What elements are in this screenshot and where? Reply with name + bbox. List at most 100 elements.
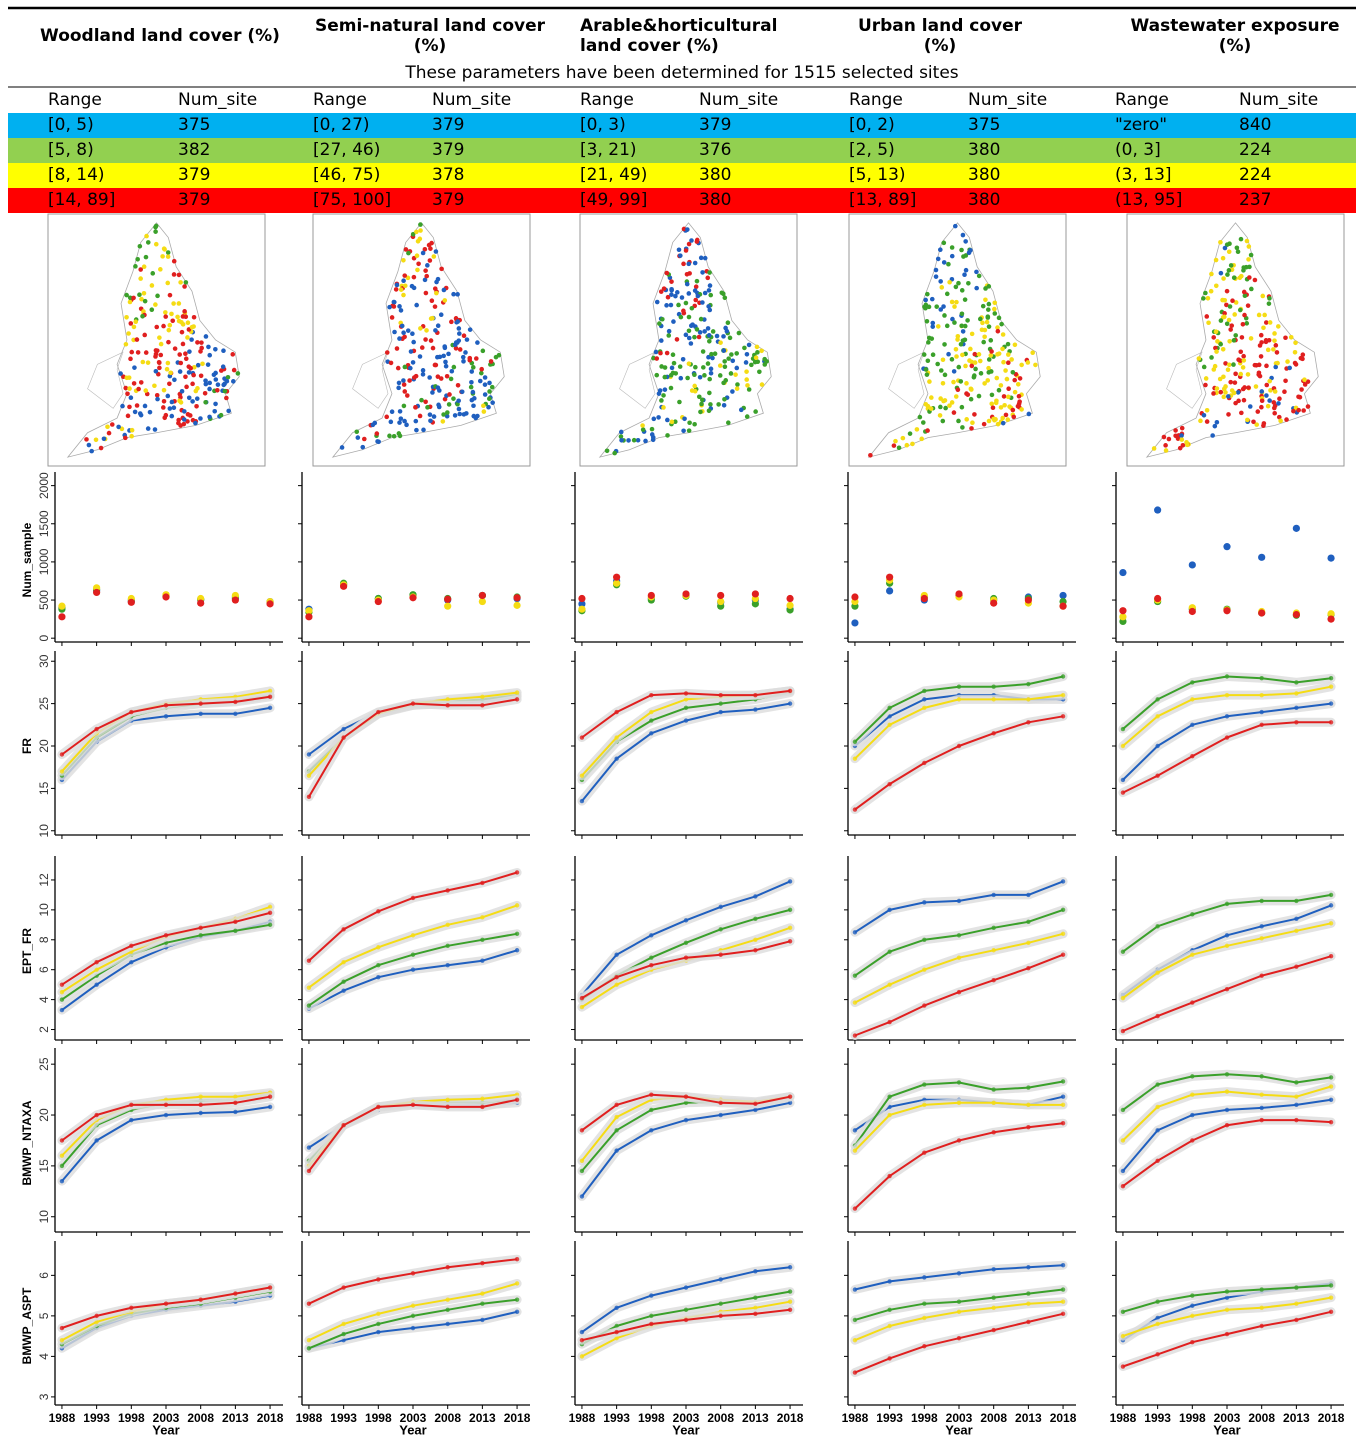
map-site xyxy=(140,359,146,365)
map-site xyxy=(734,351,739,356)
map-site xyxy=(1006,386,1011,392)
y-tick-label: 10 xyxy=(37,824,51,838)
map-site xyxy=(1224,321,1230,327)
map-site xyxy=(1230,298,1235,304)
map-site xyxy=(1239,410,1244,416)
point xyxy=(267,688,273,694)
map-site xyxy=(1223,390,1228,395)
point xyxy=(753,707,758,712)
point xyxy=(306,1346,312,1351)
map-site xyxy=(757,369,762,375)
map-site xyxy=(742,345,747,351)
map-site xyxy=(464,337,470,342)
map-site xyxy=(1210,433,1215,438)
map-site xyxy=(422,277,428,283)
map-site xyxy=(158,352,164,358)
map-site xyxy=(1224,288,1230,294)
map-site xyxy=(1241,397,1247,403)
x-tick-label: 2003 xyxy=(673,1411,700,1425)
map-site xyxy=(421,427,426,433)
point xyxy=(410,1102,416,1108)
point xyxy=(683,1307,689,1312)
point xyxy=(614,756,619,761)
map-site xyxy=(669,419,675,425)
point xyxy=(1190,1313,1195,1319)
map-site xyxy=(708,292,714,298)
point xyxy=(1154,506,1162,514)
map-site xyxy=(155,396,160,402)
map-site xyxy=(710,329,716,334)
map-site xyxy=(693,284,699,290)
map-site xyxy=(1173,428,1178,433)
y-tick-label: 25 xyxy=(37,1057,51,1071)
point xyxy=(683,1285,689,1290)
x-tick-label: 2013 xyxy=(469,1411,496,1425)
map-site xyxy=(165,254,171,259)
map-site xyxy=(144,233,149,239)
point xyxy=(94,960,99,965)
map-site xyxy=(388,419,394,425)
map-site xyxy=(423,337,428,342)
point xyxy=(1120,726,1126,732)
point xyxy=(1026,681,1031,687)
point xyxy=(718,701,723,706)
map-site xyxy=(127,295,133,301)
map-site xyxy=(401,278,406,284)
map-site xyxy=(375,439,380,444)
map-site xyxy=(924,318,930,324)
map-site xyxy=(396,385,401,391)
map-site xyxy=(679,295,685,300)
map-site xyxy=(925,358,931,364)
map-site xyxy=(991,416,996,422)
map-site xyxy=(685,375,690,381)
point xyxy=(1259,973,1264,978)
map-site xyxy=(917,414,923,420)
map-site xyxy=(1233,333,1239,338)
map-site xyxy=(700,300,705,305)
map-site xyxy=(482,382,488,387)
map-site xyxy=(138,267,143,272)
map-site xyxy=(1241,358,1247,363)
y-tick-label: 20 xyxy=(37,739,51,753)
map-site xyxy=(1017,399,1022,404)
map-site xyxy=(163,314,169,319)
map-site xyxy=(654,356,660,361)
map-site xyxy=(1224,242,1230,247)
range-header: Range xyxy=(580,90,634,110)
map-site xyxy=(653,349,659,355)
point xyxy=(990,599,998,607)
map-site xyxy=(150,271,156,276)
map-site xyxy=(438,376,444,381)
point xyxy=(376,709,381,715)
map-site xyxy=(983,286,988,291)
point xyxy=(1224,1072,1230,1077)
map-site xyxy=(694,278,700,284)
map-site xyxy=(453,342,458,348)
point xyxy=(445,1104,450,1110)
point xyxy=(683,1094,689,1099)
count-cell: 224 xyxy=(1239,140,1272,160)
point xyxy=(1026,697,1031,702)
map-site xyxy=(938,307,944,312)
point xyxy=(787,688,793,694)
y-tick-label: 1000 xyxy=(37,548,51,575)
point xyxy=(1120,1028,1126,1034)
x-tick-label: 1998 xyxy=(365,1411,392,1425)
map-site xyxy=(730,389,735,394)
map-site xyxy=(402,273,408,278)
map-site xyxy=(946,351,951,357)
map-site xyxy=(1217,376,1223,382)
map-site xyxy=(1228,327,1233,332)
point xyxy=(163,1112,169,1118)
map-site xyxy=(183,314,189,320)
map-site xyxy=(1261,423,1266,428)
map-site xyxy=(1179,437,1185,442)
point xyxy=(956,743,962,749)
map-site xyxy=(953,223,958,229)
map-site xyxy=(1245,417,1250,423)
map-site xyxy=(474,356,479,361)
point xyxy=(922,1003,927,1008)
map-site xyxy=(179,329,185,335)
point xyxy=(1259,722,1264,728)
map-site xyxy=(926,304,932,310)
